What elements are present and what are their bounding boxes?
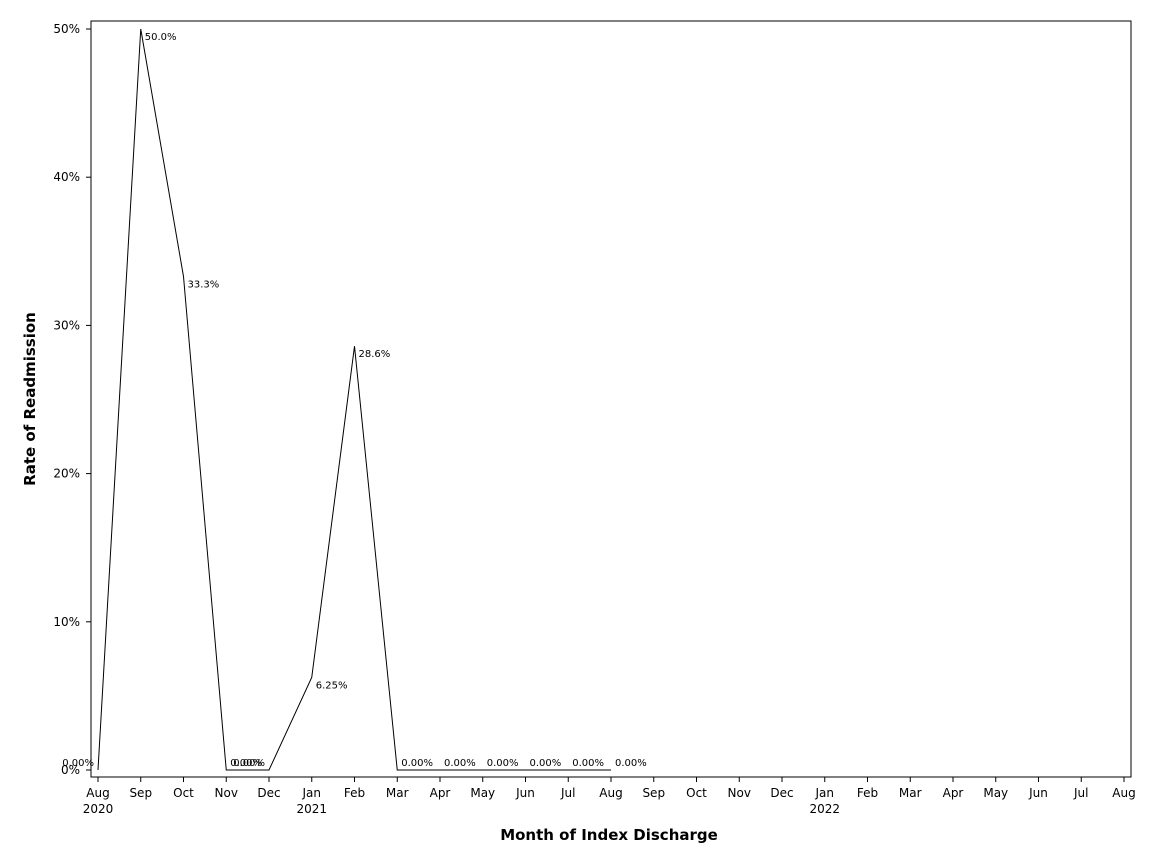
data-label: 28.6%: [359, 349, 391, 360]
data-label: 33.3%: [188, 279, 220, 290]
data-labels: 0.00% 50.0% 33.3% 0.00% 0.00% 6.25% 28.6% 0.00%…: [62, 32, 647, 769]
data-label: 0.00%: [487, 758, 519, 769]
x-axis: Aug 2020 Sep Oct Nov Dec Jan 2021 Feb Mar Apr May Ju…: [83, 777, 1136, 816]
x-tick-label: May: [470, 786, 495, 800]
x-tick-label: Dec: [257, 786, 280, 800]
data-label: 6.25%: [316, 680, 348, 691]
x-tick-label: Apr: [430, 786, 451, 800]
x-tick-label: Dec: [770, 786, 793, 800]
x-tick-label: Mar: [386, 786, 409, 800]
x-tick-year-label: 2021: [296, 802, 327, 816]
x-tick-label: May: [983, 786, 1008, 800]
data-label: 0.00%: [401, 758, 433, 769]
x-tick-label: Aug: [1112, 786, 1135, 800]
x-tick-label: Apr: [943, 786, 964, 800]
y-axis-title: Rate of Readmission: [21, 312, 39, 486]
y-tick-label: 0%: [61, 763, 80, 777]
x-tick-label: Aug: [86, 786, 109, 800]
x-tick-label: Jul: [560, 786, 575, 800]
data-label: 0.00%: [62, 758, 94, 769]
x-tick-year-label: 2020: [83, 802, 114, 816]
data-label: 0.00%: [230, 758, 262, 769]
data-label: 0.00%: [233, 758, 265, 769]
x-tick-label: Feb: [857, 786, 878, 800]
x-tick-label: Sep: [642, 786, 665, 800]
data-label: 0.00%: [572, 758, 604, 769]
data-label: 0.00%: [615, 758, 647, 769]
y-tick-label: 10%: [53, 615, 80, 629]
y-tick-label: 20%: [53, 467, 80, 481]
x-tick-label: Feb: [344, 786, 365, 800]
y-tick-label: 50%: [53, 22, 80, 36]
y-axis: 0% 10% 20% 30% 40% 50%: [53, 22, 91, 777]
x-tick-label: Aug: [599, 786, 622, 800]
data-label: 0.00%: [444, 758, 476, 769]
x-tick-label: Jul: [1073, 786, 1088, 800]
y-tick-label: 30%: [53, 318, 80, 332]
data-label: 0.00%: [530, 758, 562, 769]
y-tick-label: 40%: [53, 170, 80, 184]
x-tick-label: Oct: [686, 786, 707, 800]
plot-frame: [90, 20, 1132, 778]
x-tick-label: Nov: [728, 786, 751, 800]
x-tick-label: Oct: [173, 786, 194, 800]
x-tick-label: Jun: [1028, 786, 1048, 800]
x-tick-label: Mar: [899, 786, 922, 800]
x-tick-label: Jun: [515, 786, 535, 800]
x-axis-title: Month of Index Discharge: [500, 826, 718, 844]
x-tick-label: Nov: [215, 786, 238, 800]
series-line: [97, 28, 611, 771]
x-tick-label: Jan: [815, 786, 835, 800]
x-tick-label: Sep: [129, 786, 152, 800]
data-label: 50.0%: [145, 32, 177, 43]
x-tick-year-label: 2022: [809, 802, 840, 816]
x-tick-label: Jan: [302, 786, 322, 800]
